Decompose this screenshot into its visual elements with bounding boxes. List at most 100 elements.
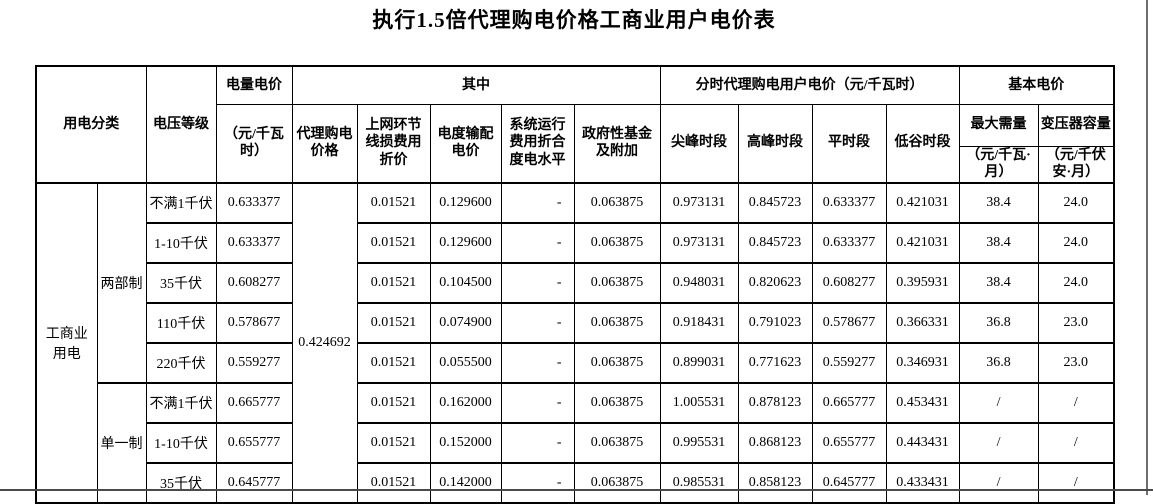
flat-cell: 0.633377 [811,181,887,224]
gov-funds-cell: 0.063875 [573,221,661,264]
col-header-gov-funds: 政府性基金及附加 [573,103,661,183]
voltage-cell: 110千伏 [145,301,217,344]
header-row-1: 用电分类 电压等级 电量电价 其中 分时代理购电用户电价（元/千瓦时） 基本电价 [35,65,1115,183]
max-demand-cell: 38.4 [958,181,1039,224]
energy-price-cell: 0.645777 [215,461,293,504]
flat-cell: 0.665777 [811,381,887,424]
flat-cell: 0.655777 [811,421,887,464]
transformer-capacity-cell: / [1037,421,1115,464]
energy-price-cell: 0.633377 [215,221,293,264]
valley-cell: 0.395931 [885,261,960,304]
header-row-2: （元/千瓦时） 代理购电价格 上网环节线损费用折价 电度输配电价 系统运行费用折… [36,103,1115,183]
table-row: 35千伏 0.645777 0.01521 0.142000-0.063875 0.98… [36,461,1115,504]
grid-loss-cell: 0.01521 [356,181,431,224]
transformer-capacity-cell: 24.0 [1037,221,1115,264]
max-demand-cell: 38.4 [958,261,1039,304]
system-operation-cell: - [500,261,575,304]
col-header-max-demand-unit: （元/千瓦·月） [958,145,1039,183]
flat-cell: 0.578677 [811,301,887,344]
col-header-usage-category: 用电分类 [35,65,147,183]
transformer-capacity-cell: / [1037,461,1115,504]
grid-loss-cell: 0.01521 [356,381,431,424]
sharp-peak-cell: 0.985531 [659,461,739,504]
table-row: 35千伏 0.608277 0.01521 0.104500-0.063875 0.94… [36,261,1115,304]
sharp-peak-cell: 0.973131 [659,221,739,264]
table-row: 1-10千伏 0.655777 0.01521 0.152000-0.063875 0.… [36,421,1115,464]
max-demand-cell: 36.8 [958,341,1039,384]
peak-cell: 0.845723 [737,221,813,264]
table-body: 工商业用电 两部制 不满1千伏 0.633377 0.424692 0.01521 0.12… [35,181,1115,504]
valley-cell: 0.421031 [885,181,960,224]
sharp-peak-cell: 0.995531 [659,421,739,464]
col-header-energy-price: 电量电价 [215,65,293,105]
transmission-price-cell: 0.152000 [429,421,502,464]
transmission-price-cell: 0.129600 [429,181,502,224]
pricing-system-cell: 单一制 [96,381,147,504]
grid-loss-cell: 0.01521 [356,261,431,304]
valley-cell: 0.443431 [885,421,960,464]
col-header-peak: 高峰时段 [737,103,813,183]
system-operation-cell: - [500,181,575,224]
table-row: 220千伏 0.559277 0.01521 0.055500-0.063875 0.8… [36,341,1115,384]
page-border-bottom [0,489,1153,491]
pricing-system-cell: 两部制 [96,181,147,384]
gov-funds-cell: 0.063875 [573,181,661,224]
system-operation-cell: - [500,381,575,424]
voltage-cell: 1-10千伏 [145,421,217,464]
energy-price-cell: 0.633377 [215,181,293,224]
peak-cell: 0.771623 [737,341,813,384]
flat-cell: 0.608277 [811,261,887,304]
grid-loss-cell: 0.01521 [356,221,431,264]
table-row: 110千伏 0.578677 0.01521 0.074900-0.063875 0.9… [36,301,1115,344]
table-row: 单一制 不满1千伏 0.665777 0.01521 0.162000-0.063875… [36,381,1115,504]
header-row-3: （元/千瓦·月） （元/千伏安·月） [36,145,1115,183]
col-header-agency-price: 代理购电价格 [291,103,358,183]
gov-funds-cell: 0.063875 [573,261,661,304]
col-header-transformer-capacity: 变压器容量 [1037,103,1115,147]
voltage-cell: 不满1千伏 [145,181,217,224]
table-row: 工商业用电 两部制 不满1千伏 0.633377 0.424692 0.01521 0.12… [35,181,1115,504]
gov-funds-cell: 0.063875 [573,421,661,464]
col-header-transmission-price: 电度输配电价 [429,103,502,183]
usage-category-cell: 工商业用电 [35,181,98,504]
col-header-flat: 平时段 [811,103,887,183]
col-header-system-operation: 系统运行费用折合度电水平 [500,103,575,183]
transmission-price-cell: 0.055500 [429,341,502,384]
gov-funds-cell: 0.063875 [573,461,661,504]
max-demand-cell: 38.4 [958,221,1039,264]
gov-funds-cell: 0.063875 [573,341,661,384]
max-demand-cell: / [958,421,1039,464]
transformer-capacity-cell: 24.0 [1037,181,1115,224]
transformer-capacity-cell: / [1037,381,1115,424]
table-header: 用电分类 电压等级 电量电价 其中 分时代理购电用户电价（元/千瓦时） 基本电价… [35,65,1115,183]
transmission-price-cell: 0.129600 [429,221,502,264]
sharp-peak-cell: 0.918431 [659,301,739,344]
energy-price-cell: 0.665777 [215,381,293,424]
flat-cell: 0.633377 [811,221,887,264]
flat-cell: 0.559277 [811,341,887,384]
col-header-voltage-level: 电压等级 [145,65,217,183]
voltage-cell: 35千伏 [145,261,217,304]
sharp-peak-cell: 0.973131 [659,181,739,224]
page-title: 执行1.5倍代理购电价格工商业用户电价表 [372,8,776,32]
valley-cell: 0.453431 [885,381,960,424]
peak-cell: 0.878123 [737,381,813,424]
voltage-cell: 220千伏 [145,341,217,384]
price-table: 用电分类 电压等级 电量电价 其中 分时代理购电用户电价（元/千瓦时） 基本电价… [35,65,1116,504]
col-header-transformer-capacity-unit: （元/千伏安·月） [1037,145,1115,183]
gov-funds-cell: 0.063875 [573,301,661,344]
valley-cell: 0.433431 [885,461,960,504]
grid-loss-cell: 0.01521 [356,461,431,504]
peak-cell: 0.820623 [737,261,813,304]
transformer-capacity-cell: 24.0 [1037,261,1115,304]
sharp-peak-cell: 1.005531 [659,381,739,424]
sharp-peak-cell: 0.899031 [659,341,739,384]
system-operation-cell: - [500,461,575,504]
col-header-grid-loss: 上网环节线损费用折价 [356,103,431,183]
col-header-max-demand: 最大需量 [958,103,1039,147]
energy-price-cell: 0.559277 [215,341,293,384]
peak-cell: 0.868123 [737,421,813,464]
grid-loss-cell: 0.01521 [356,421,431,464]
transmission-price-cell: 0.142000 [429,461,502,504]
peak-cell: 0.845723 [737,181,813,224]
